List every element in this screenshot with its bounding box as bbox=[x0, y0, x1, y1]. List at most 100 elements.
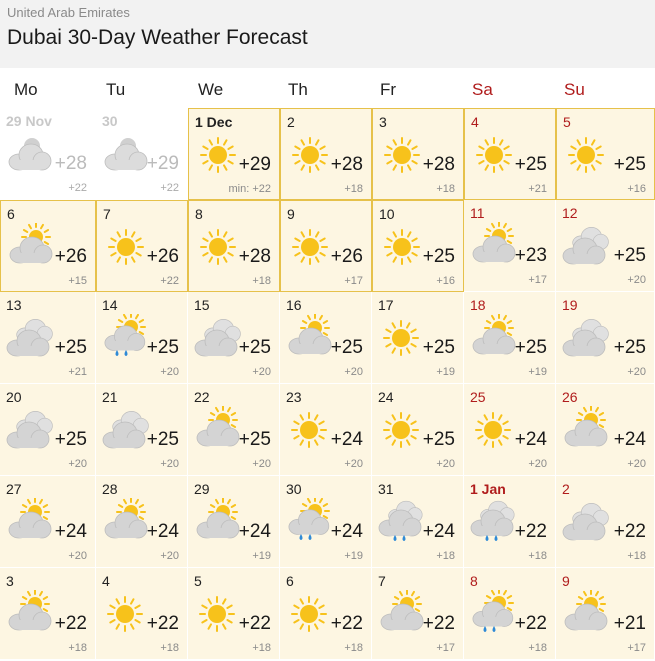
min-temperature: +16 bbox=[436, 275, 455, 287]
weekday-su: Su bbox=[564, 80, 585, 99]
day-cell[interactable]: 20 +25 +20 bbox=[0, 384, 96, 476]
sun-icon bbox=[469, 406, 517, 452]
day-cell[interactable]: 30 +24 +19 bbox=[280, 476, 372, 568]
day-cell[interactable]: 2 +28 +18 bbox=[280, 108, 372, 200]
max-temperature: +25 bbox=[514, 337, 547, 358]
min-temperature: +20 bbox=[627, 366, 646, 378]
max-temperature: +22 bbox=[54, 613, 87, 634]
day-date: 11 bbox=[470, 205, 485, 221]
day-cell[interactable]: 8 +22 +18 bbox=[464, 568, 556, 660]
max-temperature: +24 bbox=[238, 521, 271, 542]
day-cell[interactable]: 28 +24 +20 bbox=[96, 476, 188, 568]
weekday-th: Th bbox=[288, 80, 308, 99]
day-date: 30 bbox=[286, 481, 302, 497]
day-date: 18 bbox=[470, 297, 486, 313]
day-date: 8 bbox=[195, 206, 203, 222]
day-cell[interactable]: 6 +22 +18 bbox=[280, 568, 372, 660]
sun-icon bbox=[285, 590, 333, 636]
day-date: 4 bbox=[471, 114, 479, 130]
rain-sun-icon bbox=[469, 588, 517, 636]
day-cell[interactable]: 6 +26 +15 bbox=[0, 200, 96, 292]
max-temperature: +25 bbox=[613, 245, 646, 266]
partly-cloudy-icon bbox=[193, 405, 241, 452]
day-cell[interactable]: 3 +22 +18 bbox=[0, 568, 96, 660]
day-cell[interactable]: 8 +28 +18 bbox=[188, 200, 280, 292]
min-temperature: +20 bbox=[68, 550, 87, 562]
day-cell[interactable]: 10 +25 +16 bbox=[372, 200, 464, 292]
day-cell[interactable]: 22 +25 +20 bbox=[188, 384, 280, 476]
day-cell[interactable]: 26 +24 +20 bbox=[556, 384, 655, 476]
day-cell[interactable]: 9 +26 +17 bbox=[280, 200, 372, 292]
cloudy-icon bbox=[561, 222, 609, 268]
weekday-tu: Tu bbox=[106, 80, 126, 99]
day-cell[interactable]: 11 +23 +17 bbox=[464, 200, 556, 292]
day-date: 6 bbox=[7, 206, 15, 222]
cloudy-icon bbox=[5, 314, 53, 360]
day-cell[interactable]: 15 +25 +20 bbox=[188, 292, 280, 384]
max-temperature: +22 bbox=[514, 521, 547, 542]
day-date: 12 bbox=[562, 205, 578, 221]
day-cell[interactable]: 13 +25 +21 bbox=[0, 292, 96, 384]
max-temperature: +24 bbox=[146, 521, 179, 542]
day-cell[interactable]: 29 Nov +28 +22 bbox=[0, 108, 96, 200]
partly-cloudy-icon bbox=[377, 589, 425, 636]
day-cell[interactable]: 23 +24 +20 bbox=[280, 384, 372, 476]
day-cell[interactable]: 7 +22 +17 bbox=[372, 568, 464, 660]
day-cell[interactable]: 30 +29 +22 bbox=[96, 108, 188, 200]
day-cell[interactable]: 2 +22 +18 bbox=[556, 476, 655, 568]
day-cell[interactable]: 1 Jan +22 +18 bbox=[464, 476, 556, 568]
min-temperature: +17 bbox=[344, 275, 363, 287]
min-temperature: +21 bbox=[68, 366, 87, 378]
day-date: 4 bbox=[102, 573, 110, 589]
sun-icon bbox=[378, 223, 426, 269]
min-temperature: +18 bbox=[344, 642, 363, 654]
day-cell[interactable]: 21 +25 +20 bbox=[96, 384, 188, 476]
day-date: 24 bbox=[378, 389, 394, 405]
sun-icon bbox=[194, 131, 242, 177]
day-cell[interactable]: 14 +25 +20 bbox=[96, 292, 188, 384]
country-label[interactable]: United Arab Emirates bbox=[7, 5, 130, 20]
sun-icon bbox=[562, 131, 610, 177]
min-temperature: +20 bbox=[436, 458, 455, 470]
day-date: 29 Nov bbox=[6, 113, 52, 129]
min-temperature: +19 bbox=[436, 366, 455, 378]
min-temperature: +19 bbox=[252, 550, 271, 562]
partly-cloudy-icon bbox=[193, 497, 241, 544]
day-cell[interactable]: 18 +25 +19 bbox=[464, 292, 556, 384]
day-cell[interactable]: 31 +24 +18 bbox=[372, 476, 464, 568]
day-date: 1 Jan bbox=[470, 481, 506, 497]
day-cell[interactable]: 12 +25 +20 bbox=[556, 200, 655, 292]
day-date: 21 bbox=[102, 389, 118, 405]
day-date: 1 Dec bbox=[195, 114, 233, 130]
day-cell[interactable]: 24 +25 +20 bbox=[372, 384, 464, 476]
day-cell[interactable]: 9 +21 +17 bbox=[556, 568, 655, 660]
weekday-sa: Sa bbox=[472, 80, 493, 99]
day-cell[interactable]: 25 +24 +20 bbox=[464, 384, 556, 476]
max-temperature: +25 bbox=[146, 337, 179, 358]
max-temperature: +25 bbox=[54, 337, 87, 358]
min-temperature: +19 bbox=[528, 366, 547, 378]
day-cell[interactable]: 4 +25 +21 bbox=[464, 108, 556, 200]
partly-cloudy-icon bbox=[469, 221, 517, 268]
min-temperature: +18 bbox=[252, 275, 271, 287]
day-cell[interactable]: 5 +25 +16 bbox=[556, 108, 655, 200]
day-cell[interactable]: 5 +22 +18 bbox=[188, 568, 280, 660]
sun-icon bbox=[377, 406, 425, 452]
day-cell[interactable]: 29 +24 +19 bbox=[188, 476, 280, 568]
partly-cloudy-icon bbox=[285, 313, 333, 360]
max-temperature: +24 bbox=[330, 521, 363, 542]
max-temperature: +22 bbox=[330, 613, 363, 634]
day-cell[interactable]: 16 +25 +20 bbox=[280, 292, 372, 384]
day-cell[interactable]: 3 +28 +18 bbox=[372, 108, 464, 200]
day-cell[interactable]: 7 +26 +22 bbox=[96, 200, 188, 292]
day-cell[interactable]: 4 +22 +18 bbox=[96, 568, 188, 660]
partly-cloudy-icon bbox=[469, 313, 517, 360]
day-cell[interactable]: 17 +25 +19 bbox=[372, 292, 464, 384]
min-temperature: +19 bbox=[344, 550, 363, 562]
day-cell[interactable]: 19 +25 +20 bbox=[556, 292, 655, 384]
day-date: 27 bbox=[6, 481, 22, 497]
min-temperature: +15 bbox=[68, 275, 87, 287]
day-cell[interactable]: 27 +24 +20 bbox=[0, 476, 96, 568]
min-temperature: +16 bbox=[627, 183, 646, 195]
day-cell[interactable]: 1 Dec +29 min: +22 bbox=[188, 108, 280, 200]
